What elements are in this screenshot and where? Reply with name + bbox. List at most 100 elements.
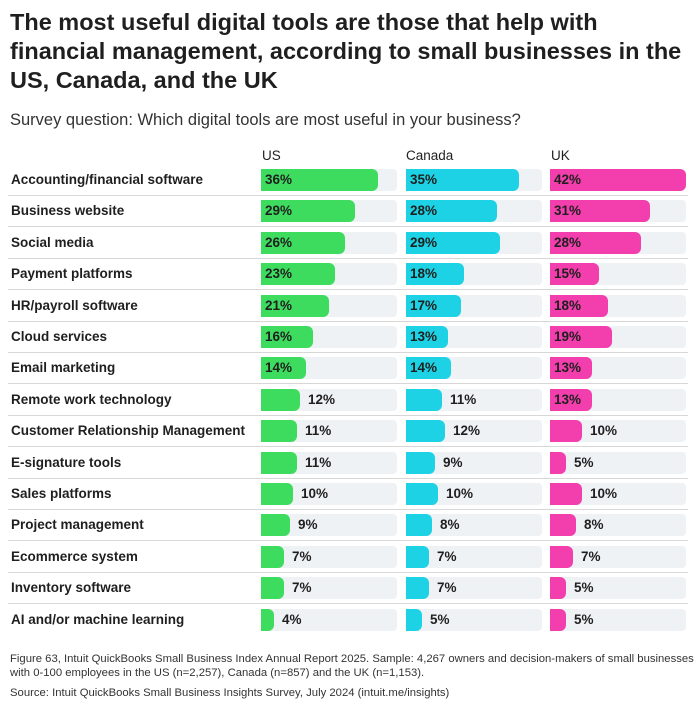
value-label-uk: 10% bbox=[590, 486, 618, 501]
value-label-us: 21% bbox=[265, 297, 293, 313]
chart-row: E-signature tools 11% 9% 5% bbox=[0, 449, 700, 480]
chart-footnote: Figure 63, Intuit QuickBooks Small Busin… bbox=[10, 653, 694, 679]
row-divider bbox=[8, 446, 688, 448]
bar-us bbox=[261, 483, 293, 505]
value-label-us: 23% bbox=[265, 266, 293, 282]
chart-source: Source: Intuit QuickBooks Small Business… bbox=[10, 687, 450, 699]
bar-uk bbox=[550, 451, 566, 474]
bar-canada bbox=[406, 577, 429, 600]
chart-row: Customer Relationship Management 11% 12% 10… bbox=[0, 417, 700, 448]
value-label-us: 7% bbox=[292, 580, 312, 596]
column-header-us: US bbox=[262, 148, 281, 163]
value-label-canada: 18% bbox=[410, 266, 438, 282]
bar-track-us: 11% bbox=[261, 451, 397, 474]
category-label: Email marketing bbox=[11, 360, 116, 376]
row-divider bbox=[8, 257, 688, 259]
bar-uk bbox=[550, 545, 573, 568]
bar-uk bbox=[550, 388, 592, 411]
bar-us bbox=[261, 608, 274, 631]
chart-row: Payment platforms 23% 18% 15% bbox=[0, 260, 700, 291]
chart-row: Sales platforms 10% 10% 10% bbox=[0, 480, 700, 511]
bar-us bbox=[261, 420, 297, 443]
bar-track-uk: 8% bbox=[550, 514, 686, 537]
value-label-us: 10% bbox=[301, 486, 329, 501]
chart-row: Cloud services 16% 13% 19% bbox=[0, 323, 700, 354]
value-label-us: 4% bbox=[282, 611, 302, 627]
row-divider bbox=[8, 571, 688, 573]
category-label: AI and/or machine learning bbox=[11, 611, 185, 627]
bar-track-uk: 5% bbox=[550, 608, 686, 631]
category-label: Ecommerce system bbox=[11, 548, 138, 564]
bar-track-canada: 28% bbox=[406, 200, 542, 223]
bar-track-us: 7% bbox=[261, 545, 397, 568]
bar-uk bbox=[550, 200, 650, 223]
bar-track-canada: 17% bbox=[406, 294, 542, 317]
value-label-us: 9% bbox=[298, 517, 318, 533]
bar-canada bbox=[406, 545, 429, 568]
bar-canada bbox=[406, 294, 461, 317]
bar-uk bbox=[550, 608, 566, 631]
value-label-canada: 9% bbox=[443, 454, 463, 470]
bar-uk bbox=[550, 169, 686, 191]
bar-track-canada: 13% bbox=[406, 326, 542, 348]
bar-uk bbox=[550, 420, 582, 443]
value-label-uk: 19% bbox=[554, 329, 582, 344]
value-label-canada: 12% bbox=[453, 423, 481, 439]
category-label: HR/payroll software bbox=[11, 297, 138, 313]
value-label-canada: 35% bbox=[410, 172, 438, 187]
bar-track-uk: 13% bbox=[550, 388, 686, 411]
bar-us bbox=[261, 200, 355, 223]
value-label-uk: 13% bbox=[554, 391, 582, 407]
bar-track-canada: 8% bbox=[406, 514, 542, 537]
bar-canada bbox=[406, 483, 438, 505]
bar-us bbox=[261, 514, 290, 537]
bar-track-uk: 28% bbox=[550, 231, 686, 254]
bar-uk bbox=[550, 294, 608, 317]
bar-track-uk: 18% bbox=[550, 294, 686, 317]
bar-canada bbox=[406, 420, 445, 443]
bar-track-canada: 5% bbox=[406, 608, 542, 631]
bar-canada bbox=[406, 388, 442, 411]
category-label: Business website bbox=[11, 203, 125, 219]
value-label-uk: 5% bbox=[574, 580, 594, 596]
value-label-uk: 5% bbox=[574, 611, 594, 627]
category-label: Sales platforms bbox=[11, 486, 112, 501]
bar-track-canada: 7% bbox=[406, 545, 542, 568]
chart-row: Email marketing 14% 14% 13% bbox=[0, 354, 700, 385]
row-divider bbox=[8, 603, 688, 605]
chart-row: HR/payroll software 21% 17% 18% bbox=[0, 292, 700, 323]
chart-row: Social media 26% 29% 28% bbox=[0, 229, 700, 260]
bar-track-uk: 42% bbox=[550, 169, 686, 191]
bar-uk bbox=[550, 514, 576, 537]
bar-track-uk: 13% bbox=[550, 357, 686, 380]
bar-canada bbox=[406, 357, 451, 380]
row-divider bbox=[8, 226, 688, 228]
value-label-us: 29% bbox=[265, 203, 293, 219]
bar-canada bbox=[406, 451, 435, 474]
bar-track-uk: 10% bbox=[550, 483, 686, 505]
bar-canada bbox=[406, 231, 500, 254]
category-label: E-signature tools bbox=[11, 454, 122, 470]
value-label-uk: 10% bbox=[590, 423, 618, 439]
value-label-uk: 15% bbox=[554, 266, 582, 282]
bar-track-canada: 9% bbox=[406, 451, 542, 474]
bar-us bbox=[261, 357, 306, 380]
category-label: Remote work technology bbox=[11, 391, 172, 407]
chart-row: Accounting/financial software 36% 35% 42% bbox=[0, 166, 700, 197]
bar-canada bbox=[406, 326, 448, 348]
chart-row: Remote work technology 12% 11% 13% bbox=[0, 386, 700, 417]
bar-track-uk: 7% bbox=[550, 545, 686, 568]
bar-track-canada: 29% bbox=[406, 231, 542, 254]
chart-row: AI and/or machine learning 4% 5% 5% bbox=[0, 606, 700, 637]
category-label: Customer Relationship Management bbox=[11, 423, 246, 439]
value-label-uk: 8% bbox=[584, 517, 604, 533]
value-label-us: 12% bbox=[308, 391, 336, 407]
bar-track-us: 26% bbox=[261, 231, 397, 254]
chart-row: Inventory software 7% 7% 5% bbox=[0, 574, 700, 605]
bar-canada bbox=[406, 263, 464, 286]
value-label-canada: 11% bbox=[450, 391, 477, 407]
row-divider bbox=[8, 289, 688, 291]
bar-us bbox=[261, 545, 284, 568]
value-label-us: 16% bbox=[265, 329, 293, 344]
row-divider bbox=[8, 540, 688, 542]
